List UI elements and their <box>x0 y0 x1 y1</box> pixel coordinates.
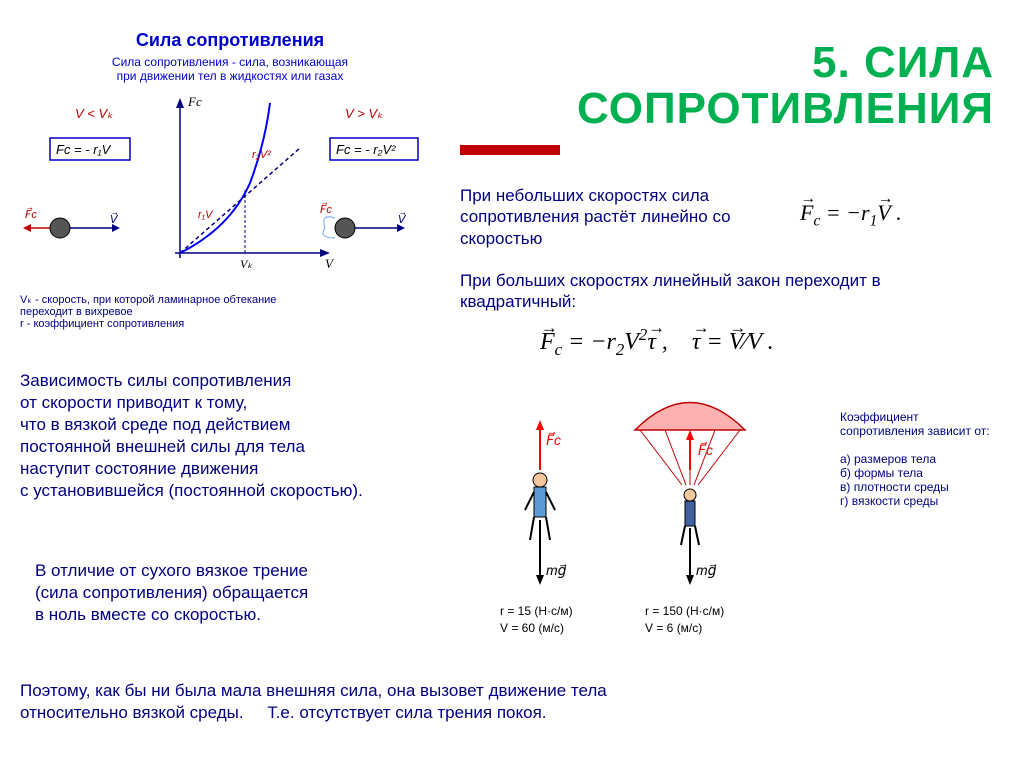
svg-text:F⃗c: F⃗c <box>546 431 561 448</box>
text-high-speed: При больших скоростях линейный закон пер… <box>460 270 980 313</box>
svg-text:F⃗c: F⃗c <box>320 202 332 216</box>
svg-text:r₂V²: r₂V² <box>252 149 271 161</box>
diagram-subtitle: Сила сопротивления - сила, возникающая п… <box>20 55 440 83</box>
drag-force-diagram: Сила сопротивления Сила сопротивления - … <box>20 30 440 350</box>
svg-text:V = 6 (м/с): V = 6 (м/с) <box>645 621 702 635</box>
formula-linear: Fc = −r1V . <box>800 200 902 230</box>
svg-text:V < Vₖ: V < Vₖ <box>75 106 113 121</box>
svg-text:r = 15 (Н·с/м): r = 15 (Н·с/м) <box>500 604 573 618</box>
parachute-svg: F⃗c mg⃗ F⃗c <box>470 390 830 650</box>
svg-text:r₁V: r₁V <box>198 209 214 221</box>
svg-text:F⃗c: F⃗c <box>25 207 37 221</box>
accent-bar <box>460 145 560 155</box>
formula-quadratic: Fc = −r2V2τ , τ = V⁄V . <box>540 325 774 360</box>
svg-text:mg⃗: mg⃗ <box>696 562 717 578</box>
text-block-terminal: Зависимость силы сопротивления от скорос… <box>20 370 450 503</box>
svg-text:Fc: Fc <box>187 94 202 109</box>
svg-text:r = 150 (Н·с/м): r = 150 (Н·с/м) <box>645 604 724 618</box>
title-line1: 5. СИЛА <box>812 38 994 87</box>
svg-text:V > Vₖ: V > Vₖ <box>345 106 383 121</box>
svg-text:F⃗c: F⃗c <box>698 441 713 458</box>
page-title: 5. СИЛА СОПРОТИВЛЕНИЯ <box>577 40 994 132</box>
title-line2: СОПРОТИВЛЕНИЯ <box>577 84 994 133</box>
coeff-depends: Коэффициент сопротивления зависит от: а)… <box>840 410 990 508</box>
svg-text:V = 60 (м/с): V = 60 (м/с) <box>500 621 564 635</box>
diagram-note: Vₖ - скорость, при которой ламинарное об… <box>20 293 440 330</box>
svg-text:Fc = - r₂V²: Fc = - r₂V² <box>336 142 396 157</box>
svg-text:V: V <box>325 256 335 271</box>
drag-graph-svg: Fc V Vₖ r₁V r₂V² V < Vₖ Fc = - r₁V V⃗ F⃗… <box>20 88 440 288</box>
svg-text:Vₖ: Vₖ <box>240 257 253 271</box>
diagram-title: Сила сопротивления <box>20 30 440 51</box>
text-low-speed: При небольших скоростях сила сопротивлен… <box>460 185 790 249</box>
bottom-text: Поэтому, как бы ни была мала внешняя сил… <box>20 680 990 724</box>
parachute-diagram: F⃗c mg⃗ F⃗c <box>470 390 1000 660</box>
svg-text:Fc = - r₁V: Fc = - r₁V <box>56 142 112 157</box>
text-block-viscous: В отличие от сухого вязкое трение (сила … <box>35 560 455 626</box>
svg-text:V⃗: V⃗ <box>398 212 407 226</box>
svg-text:mg⃗: mg⃗ <box>546 562 567 578</box>
svg-text:V⃗: V⃗ <box>110 212 119 226</box>
